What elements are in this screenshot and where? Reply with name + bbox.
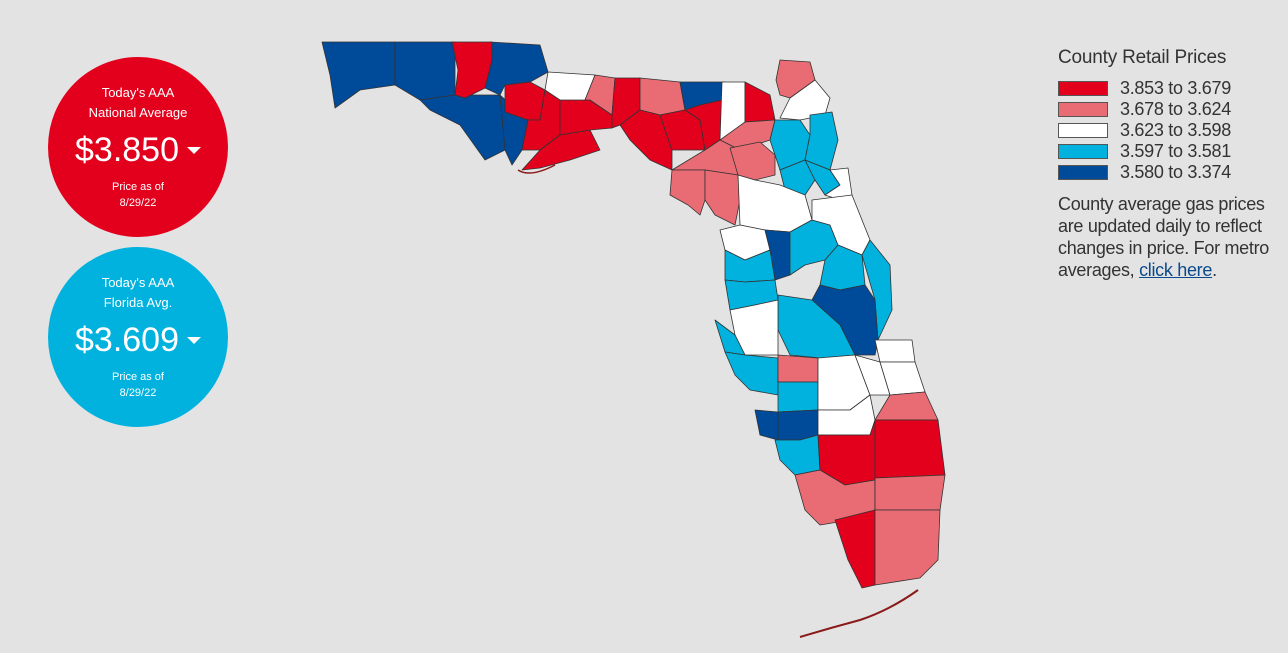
county[interactable] xyxy=(834,509,876,589)
legend-label: 3.597 to 3.581 xyxy=(1120,141,1231,161)
county[interactable] xyxy=(619,109,673,171)
legend-item: 3.597 to 3.581 xyxy=(1058,141,1280,162)
florida-average-price: $3.609 xyxy=(48,320,228,360)
county[interactable] xyxy=(804,111,839,171)
legend-item: 3.623 to 3.598 xyxy=(1058,120,1280,141)
coastline xyxy=(517,164,556,174)
legend-swatch xyxy=(1058,81,1108,96)
county[interactable] xyxy=(874,474,946,511)
county[interactable] xyxy=(874,509,941,586)
legend-item: 3.853 to 3.679 xyxy=(1058,78,1280,99)
legend-item: 3.580 to 3.374 xyxy=(1058,162,1280,183)
legend-item: 3.678 to 3.624 xyxy=(1058,99,1280,120)
county[interactable] xyxy=(521,129,601,171)
national-average-date: Price as of 8/29/22 xyxy=(112,181,164,209)
legend-swatch xyxy=(1058,165,1108,180)
county[interactable] xyxy=(451,41,493,99)
legend-swatch xyxy=(1058,123,1108,138)
county[interactable] xyxy=(744,81,776,123)
legend-note: County average gas prices are updated da… xyxy=(1058,194,1269,280)
county[interactable] xyxy=(704,169,741,226)
florida-county-map xyxy=(321,41,946,638)
florida-average-badge: Today's AAA Florida Avg. $3.609 Price as… xyxy=(48,247,228,427)
national-average-badge: Today's AAA National Average $3.850 Pric… xyxy=(48,57,228,237)
price-down-arrow-icon xyxy=(187,336,201,344)
county[interactable] xyxy=(419,94,506,161)
legend-swatch xyxy=(1058,144,1108,159)
national-average-label: Today's AAA National Average xyxy=(88,85,188,120)
county[interactable] xyxy=(774,434,821,476)
county[interactable] xyxy=(504,81,546,121)
florida-average-label: Today's AAA Florida Avg. xyxy=(101,275,175,310)
price-down-arrow-icon xyxy=(187,146,201,154)
county[interactable] xyxy=(777,354,819,383)
county[interactable] xyxy=(777,381,819,413)
metro-averages-link[interactable]: click here xyxy=(1139,260,1213,280)
county[interactable] xyxy=(874,339,916,363)
county[interactable] xyxy=(639,77,686,116)
legend-label: 3.580 to 3.374 xyxy=(1120,162,1231,182)
county[interactable] xyxy=(724,351,779,396)
county[interactable] xyxy=(874,391,939,421)
county[interactable] xyxy=(584,74,616,116)
legend-swatch xyxy=(1058,102,1108,117)
florida-average-date: Price as of 8/29/22 xyxy=(112,371,164,399)
county[interactable] xyxy=(394,41,456,101)
legend-label: 3.678 to 3.624 xyxy=(1120,99,1231,119)
county[interactable] xyxy=(764,229,791,281)
county[interactable] xyxy=(777,409,819,441)
county[interactable] xyxy=(544,71,596,101)
county[interactable] xyxy=(669,169,706,216)
national-average-price: $3.850 xyxy=(48,130,228,170)
legend-label: 3.853 to 3.679 xyxy=(1120,78,1231,98)
county[interactable] xyxy=(321,41,396,109)
county[interactable] xyxy=(754,409,779,441)
county[interactable] xyxy=(874,419,946,479)
legend: County Retail Prices 3.853 to 3.679 3.67… xyxy=(1058,46,1280,281)
legend-label: 3.623 to 3.598 xyxy=(1120,120,1231,140)
florida-keys xyxy=(799,589,919,638)
legend-title: County Retail Prices xyxy=(1058,47,1227,68)
